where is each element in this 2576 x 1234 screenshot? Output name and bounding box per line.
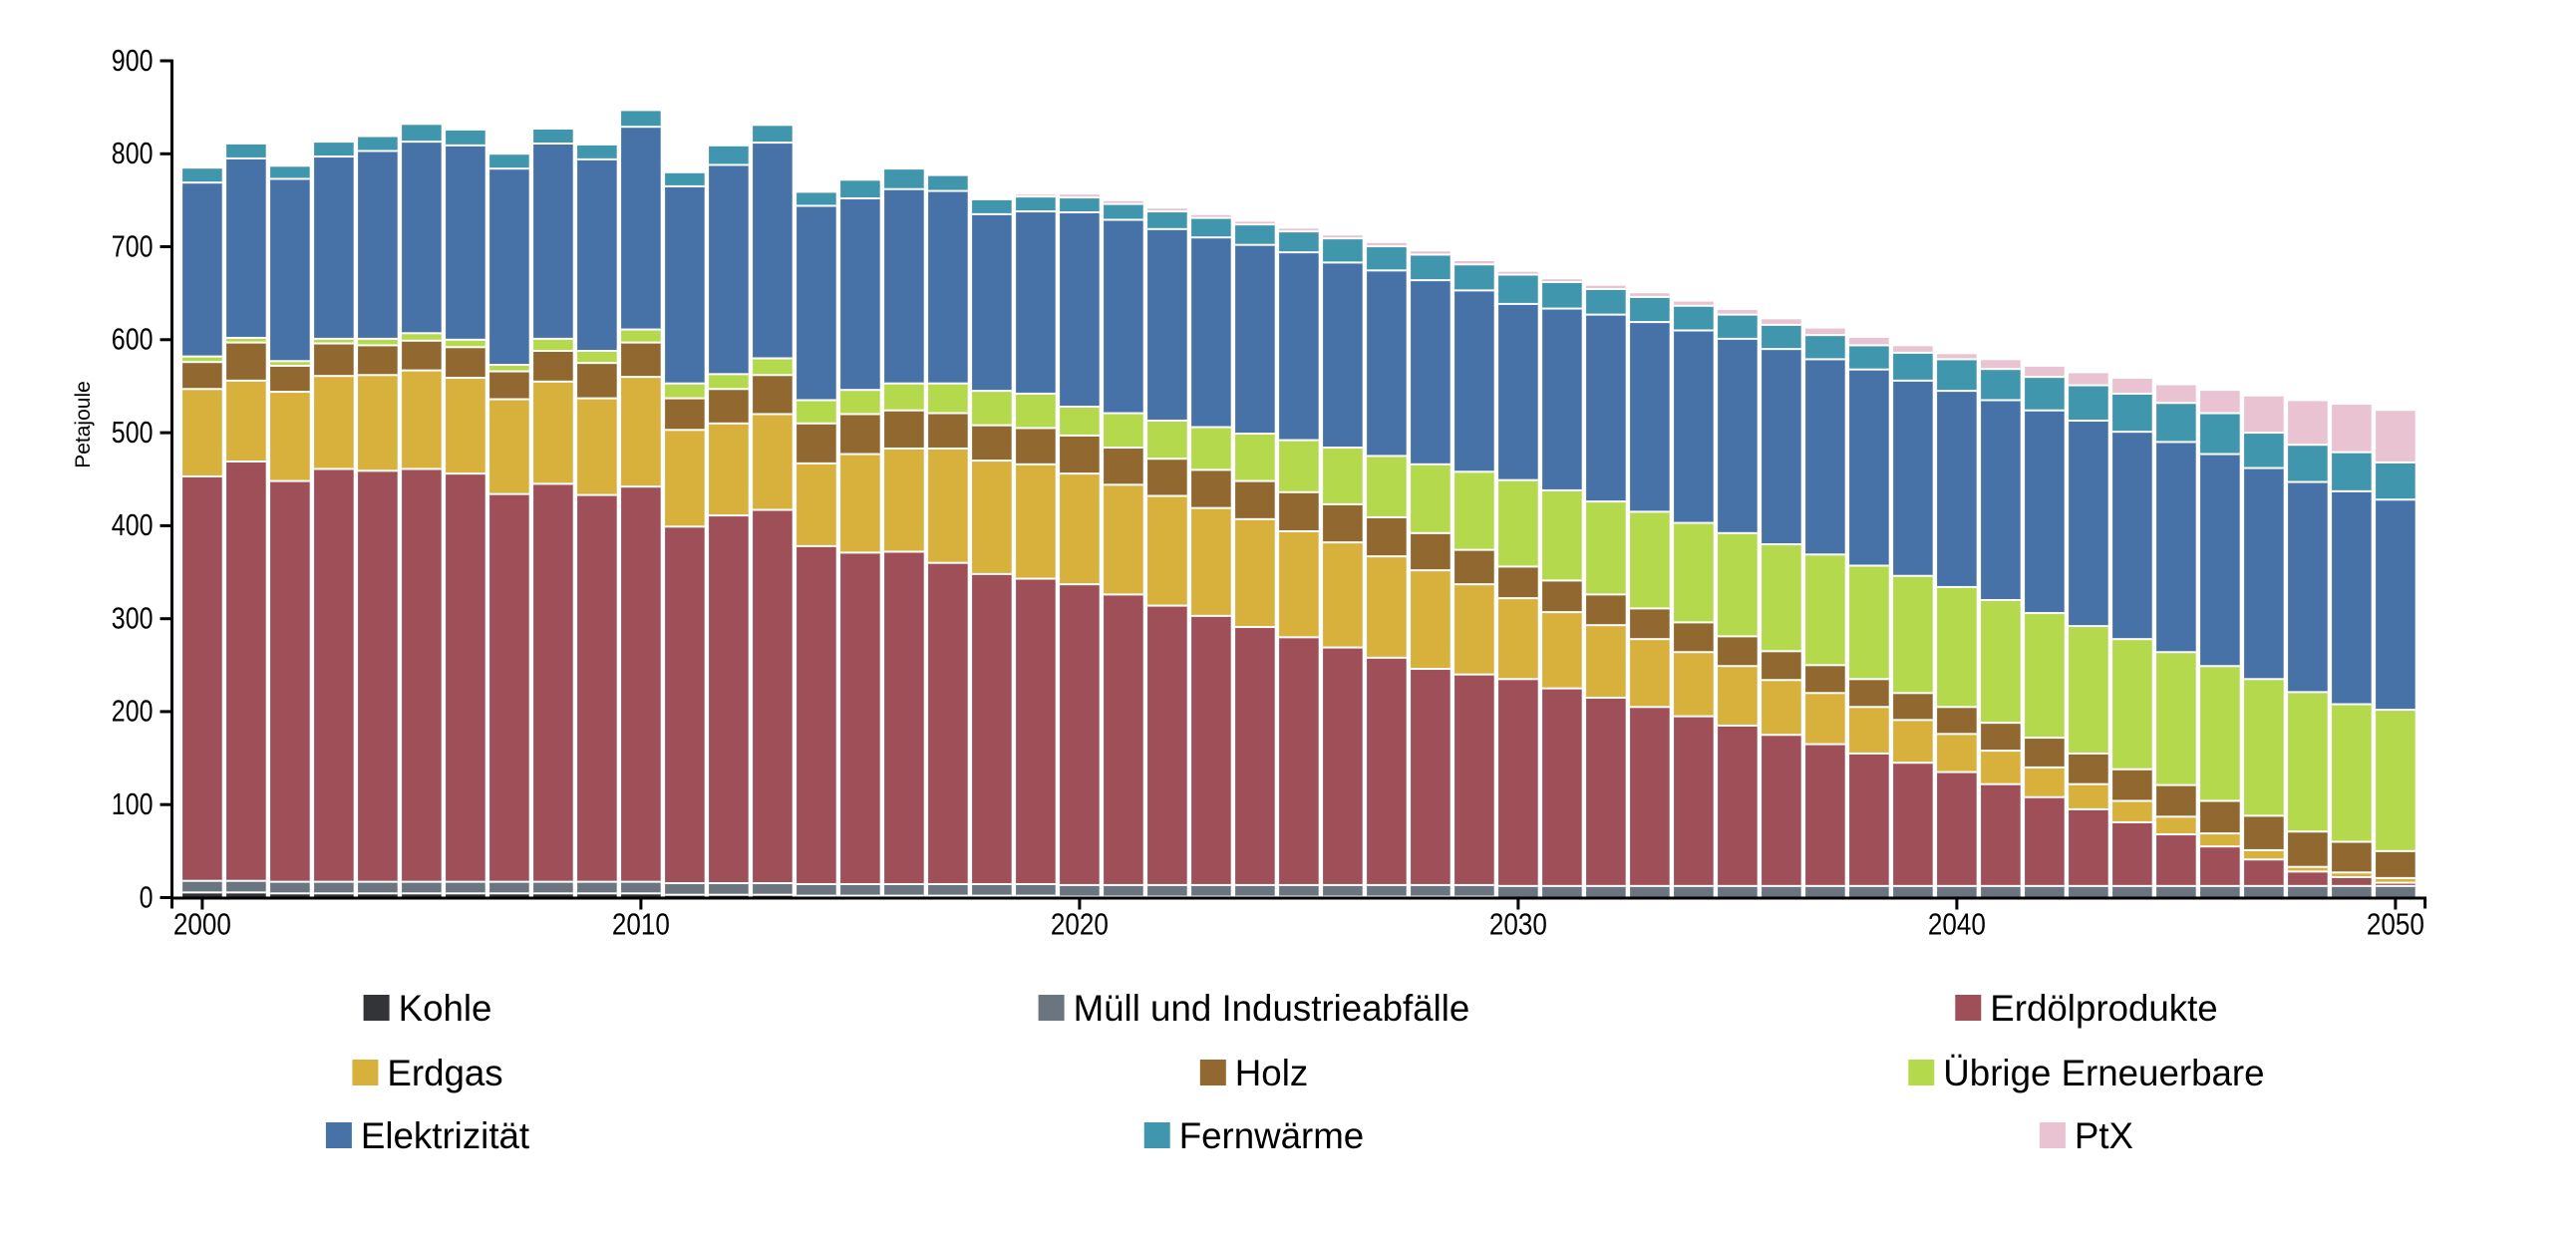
svg-text:PtX: PtX [2075, 1115, 2133, 1156]
svg-text:2030: 2030 [1489, 908, 1547, 942]
svg-text:Erdölprodukte: Erdölprodukte [1990, 988, 2217, 1029]
svg-text:Holz: Holz [1235, 1053, 1308, 1093]
svg-text:2020: 2020 [1051, 908, 1109, 942]
svg-text:2010: 2010 [612, 908, 670, 942]
svg-text:Fernwärme: Fernwärme [1179, 1115, 1365, 1156]
svg-text:300: 300 [112, 602, 154, 636]
svg-text:2050: 2050 [2367, 908, 2424, 942]
svg-text:Erdgas: Erdgas [387, 1053, 502, 1093]
svg-text:700: 700 [112, 229, 154, 263]
svg-text:800: 800 [112, 137, 154, 170]
svg-text:Übrige Erneuerbare: Übrige Erneuerbare [1943, 1053, 2264, 1093]
svg-text:200: 200 [112, 695, 154, 729]
svg-text:Elektrizität: Elektrizität [361, 1115, 529, 1156]
svg-text:2040: 2040 [1928, 908, 1986, 942]
svg-text:400: 400 [112, 508, 154, 542]
svg-text:Kohle: Kohle [399, 988, 492, 1029]
svg-text:Müll und Industrieabfälle: Müll und Industrieabfälle [1074, 988, 1470, 1029]
svg-text:500: 500 [112, 416, 154, 450]
svg-text:Petajoule: Petajoule [72, 381, 95, 468]
svg-text:2000: 2000 [173, 908, 231, 942]
svg-text:100: 100 [112, 787, 154, 821]
svg-text:600: 600 [112, 323, 154, 357]
svg-text:900: 900 [112, 44, 154, 78]
svg-text:0: 0 [140, 880, 154, 914]
